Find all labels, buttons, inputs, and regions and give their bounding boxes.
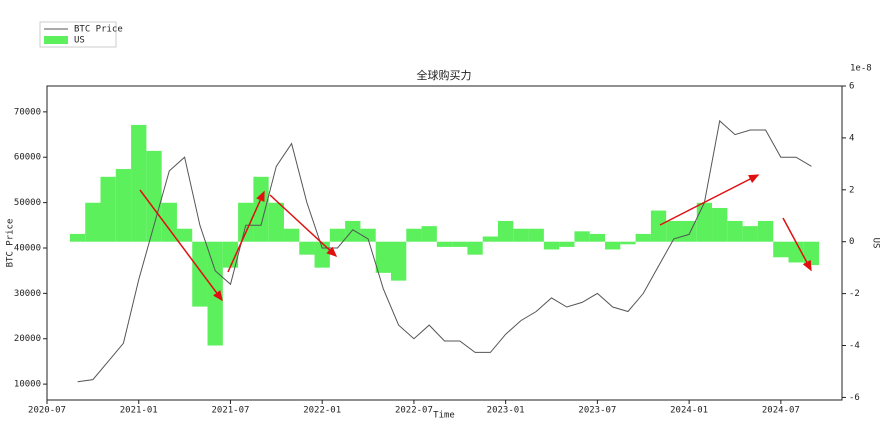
y2-tick-label: -4 [849, 341, 860, 351]
x-tick-label: 2024-01 [670, 406, 708, 416]
x-tick-label: 2020-07 [28, 406, 66, 416]
us-bar [712, 207, 728, 242]
us-bar [131, 124, 147, 242]
y2-tick-label: -6 [849, 393, 860, 403]
y-tick-label: 70000 [14, 107, 41, 117]
y2-tick-label: 4 [849, 133, 854, 143]
x-tick-label: 2024-07 [762, 406, 800, 416]
y2-offset-label: 1e-8 [850, 64, 872, 74]
x-axis-label: Time [433, 411, 455, 421]
us-bar [589, 233, 606, 242]
legend-label: BTC Price [74, 25, 123, 35]
x-tick-label: 2023-07 [578, 406, 616, 416]
us-bar [85, 202, 101, 242]
arrow [782, 217, 812, 272]
us-bar [207, 241, 223, 346]
us-bar [666, 220, 682, 242]
arrow [269, 194, 338, 258]
y-axis-label: BTC Price [6, 219, 16, 268]
us-bar [390, 241, 407, 281]
y-tick-label: 40000 [14, 243, 41, 253]
us-bar [314, 241, 330, 268]
us-bar [635, 233, 651, 242]
us-bar [375, 241, 391, 273]
us-bar [69, 233, 86, 242]
us-bar [283, 228, 300, 242]
y-tick-label: 30000 [14, 289, 41, 299]
us-bar [238, 202, 254, 242]
us-bar [329, 228, 346, 242]
us-bar [161, 202, 177, 242]
us-bar [513, 228, 529, 242]
x-tick-label: 2022-07 [395, 406, 433, 416]
arrow [139, 189, 223, 302]
us-bar [467, 241, 483, 255]
us-bar [146, 150, 162, 242]
us-bar [543, 241, 560, 250]
us-bar [498, 220, 514, 242]
us-bar [696, 202, 713, 242]
y-tick-label: 50000 [14, 198, 41, 208]
plot-area: 10000 20000 30000 40000 50000 60000 70000 -6 -4 -… [14, 82, 860, 416]
y2-axis-label: US [871, 238, 881, 249]
arrow [227, 190, 265, 273]
us-bar [574, 231, 590, 242]
us-bar [620, 241, 636, 245]
y2-tick-label: 6 [849, 82, 854, 92]
y-tick-label: 60000 [14, 153, 41, 163]
annotation-arrows [139, 174, 812, 302]
y2-tick-label: 0 [849, 237, 854, 247]
us-bar [605, 241, 621, 250]
us-bar [421, 226, 437, 242]
us-bar [727, 220, 743, 242]
y2-tick-label: 2 [849, 185, 854, 195]
us-bar [268, 202, 284, 242]
us-bar [803, 241, 820, 266]
us-bar [299, 241, 315, 255]
plot-frame [46, 85, 843, 401]
us-bar [452, 241, 468, 247]
arrow [659, 174, 760, 226]
y-tick-label: 20000 [14, 334, 41, 344]
us-bar [345, 220, 361, 242]
us-bar [528, 228, 544, 242]
x-tick-label: 2021-07 [211, 406, 249, 416]
us-bar [360, 228, 376, 242]
us-bar [115, 169, 132, 242]
price-line [77, 119, 812, 383]
us-bar [788, 241, 804, 263]
us-bar [192, 241, 208, 307]
legend-patch [44, 36, 68, 44]
us-bar [559, 241, 575, 247]
y-tick-label: 10000 [14, 380, 41, 390]
us-bar [742, 226, 758, 242]
us-bar [757, 220, 774, 242]
legend-label: US [74, 36, 85, 46]
us-bar [436, 241, 453, 247]
us-bar [650, 210, 667, 242]
x-tick-label: 2022-01 [303, 406, 341, 416]
us-bar [222, 241, 239, 268]
x-tick-label: 2023-01 [487, 406, 525, 416]
us-bar [773, 241, 789, 258]
y2-tick-label: -2 [849, 289, 860, 299]
x-tick-label: 2021-01 [120, 406, 158, 416]
us-bar [100, 176, 116, 242]
us-bar [482, 236, 499, 242]
us-bar [406, 228, 422, 242]
us-bar [176, 228, 193, 242]
chart-title: 全球购买力 [417, 68, 472, 82]
